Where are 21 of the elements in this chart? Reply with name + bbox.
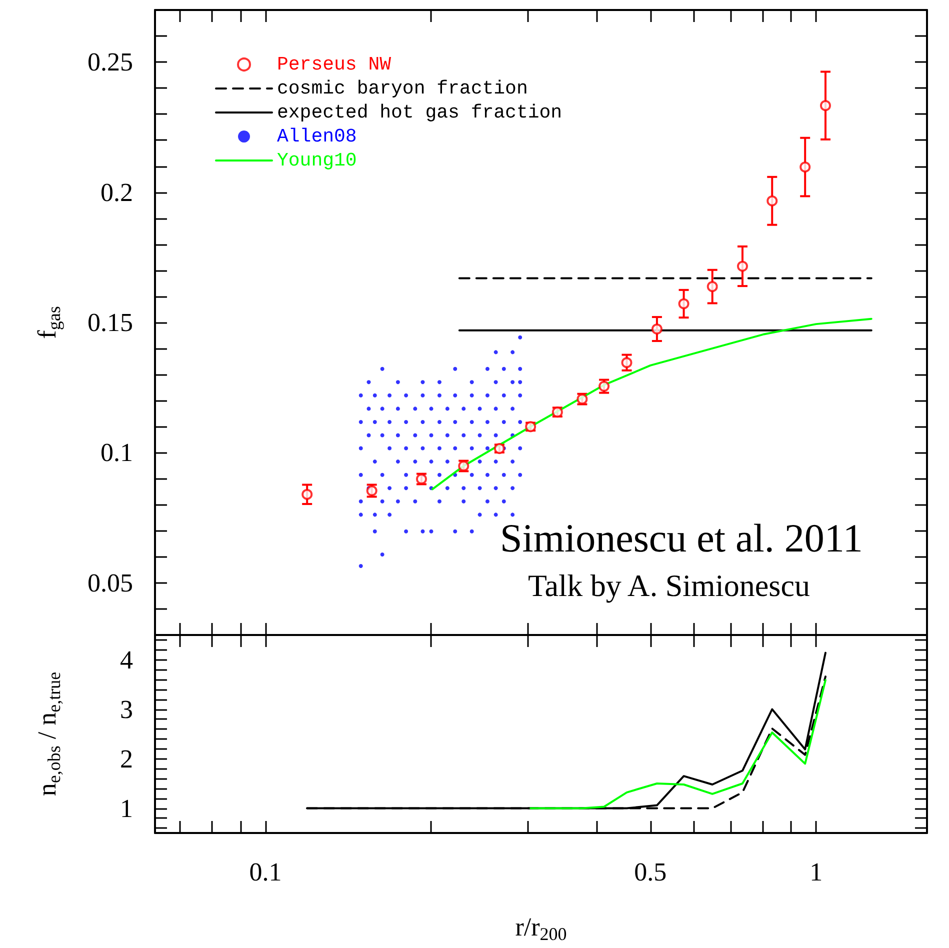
x-tick-label: 0.1 (249, 858, 282, 886)
annotation: Simionescu et al. 2011 (500, 516, 863, 560)
legend-label: cosmic baryon fraction (277, 78, 528, 100)
y-tick-label: 0.25 (88, 48, 133, 77)
legend-label: Allen08 (277, 126, 357, 148)
x-tick-label: 0.5 (634, 858, 667, 886)
y-tick-label: 2 (120, 744, 133, 774)
legend-label: expected hot gas fraction (277, 102, 562, 124)
legend-label: Perseus NW (277, 54, 392, 76)
y-tick-label: 1 (120, 794, 133, 823)
y-axis-title: ne,obs / ne,true (32, 672, 64, 796)
legend-label: Young10 (277, 150, 357, 172)
y-tick-label: 0.15 (88, 308, 133, 337)
y-tick-label: 0.1 (100, 438, 133, 468)
y-axis-title: fgas (32, 306, 64, 339)
y-tick-label: 4 (120, 645, 133, 674)
y-tick-label: 0.2 (100, 178, 133, 207)
x-tick-label: 1 (810, 858, 823, 886)
y-tick-label: 3 (120, 694, 133, 724)
y-tick-label: 0.05 (88, 568, 133, 598)
annotation: Talk by A. Simionescu (528, 568, 810, 603)
